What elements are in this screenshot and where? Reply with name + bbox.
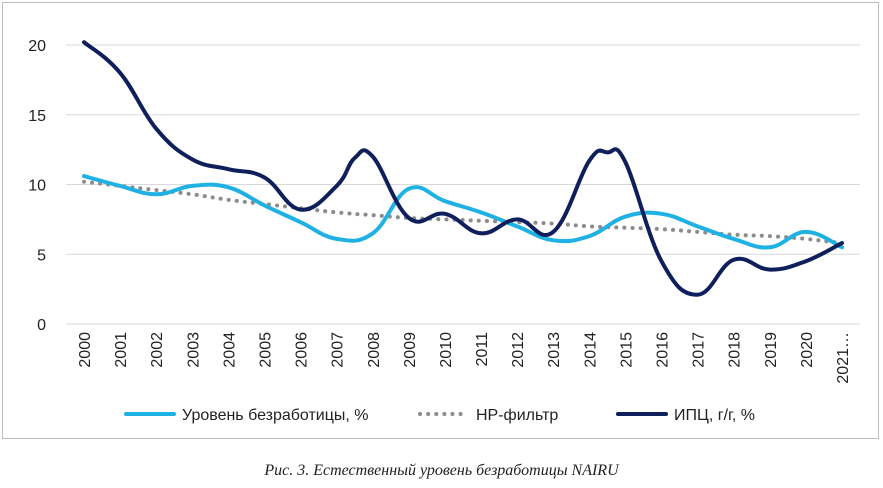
x-tick-label: 2020 (799, 332, 816, 368)
x-tick-label: 2017 (691, 332, 708, 368)
x-tick-label: 2019 (763, 332, 780, 368)
y-tick-label: 10 (28, 178, 46, 195)
x-tick-label: 2013 (546, 332, 563, 368)
legend-label: ИПЦ, г/г, % (674, 407, 755, 424)
x-tick-label: 2012 (510, 332, 527, 368)
y-tick-label: 20 (28, 38, 46, 55)
x-tick-label: 2007 (330, 332, 347, 368)
x-tick-label: 2001 (113, 332, 130, 368)
x-tick-label: 2014 (582, 332, 599, 368)
series-lines (82, 40, 844, 297)
x-tick-label: 2003 (185, 332, 202, 368)
x-tick-label: 2011 (474, 332, 491, 367)
figure-caption: Рис. 3. Естественный уровень безработицы… (264, 462, 619, 479)
x-axis-ticks: 2000 2001 2002 2003 2004 2005 2006 2007 2008 2009… (77, 332, 852, 384)
y-tick-label: 5 (37, 247, 46, 264)
x-tick-label: 2009 (402, 332, 419, 368)
gridlines (66, 44, 860, 325)
x-tick-label: 2004 (221, 332, 238, 368)
x-tick-label: 2008 (366, 332, 383, 368)
y-tick-label: 15 (28, 108, 46, 125)
x-tick-label: 2015 (618, 332, 635, 368)
x-tick-label: 2002 (149, 332, 166, 368)
x-tick-label: 2006 (294, 332, 311, 368)
legend: Уровень безработицы, % HP-фильтр ИПЦ, г/г,… (124, 407, 755, 424)
x-tick-label: 2016 (655, 332, 672, 368)
x-tick-label: 2010 (438, 332, 455, 368)
legend-label: HP-фильтр (476, 407, 558, 424)
x-tick-label: 2000 (77, 332, 94, 368)
series-line-2 (82, 40, 844, 297)
y-tick-label: 0 (37, 317, 46, 334)
legend-label: Уровень безработицы, % (182, 407, 369, 424)
x-tick-label: 2018 (727, 332, 744, 368)
series-line-1 (82, 179, 844, 246)
series-line-0 (82, 174, 844, 250)
y-axis-ticks: 0 5 10 15 20 (28, 38, 46, 334)
chart-frame (2, 2, 879, 439)
x-tick-label: 2005 (258, 332, 275, 368)
x-tick-label: 2021… (835, 332, 852, 384)
